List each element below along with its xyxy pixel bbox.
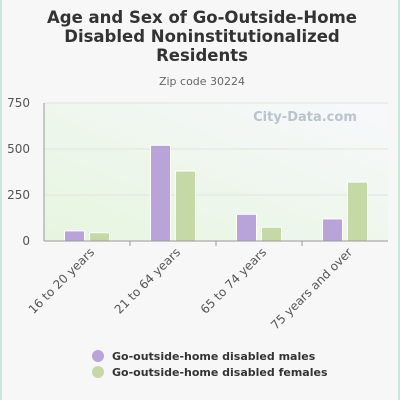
y-axis: 0 250 500 750 bbox=[7, 96, 45, 248]
bar bbox=[150, 144, 171, 242]
y-tick-label: 0 bbox=[22, 234, 30, 248]
legend-label: Go-outside-home disabled females bbox=[112, 365, 328, 379]
x-tick-label: 65 to 74 years bbox=[198, 245, 269, 316]
x-axis: 16 to 20 years 21 to 64 years 65 to 74 yea… bbox=[26, 240, 388, 332]
bar bbox=[236, 213, 257, 242]
watermark: City-Data.com bbox=[253, 110, 357, 125]
x-tick-label: 75 years and over bbox=[268, 245, 355, 332]
legend-label: Go-outside-home disabled males bbox=[112, 349, 316, 363]
bar bbox=[64, 230, 85, 242]
bar bbox=[261, 226, 282, 242]
legend: Go-outside-home disabled males Go-outsid… bbox=[92, 348, 328, 380]
legend-swatch bbox=[92, 366, 104, 378]
y-tick-label: 500 bbox=[7, 142, 30, 156]
plot-area bbox=[44, 103, 388, 241]
legend-swatch bbox=[92, 350, 104, 362]
bar bbox=[322, 218, 343, 242]
bars bbox=[64, 144, 368, 242]
chart-title-line: Residents bbox=[156, 46, 248, 65]
bar bbox=[175, 170, 196, 242]
chart-title-line: Disabled Noninstitutionalized bbox=[64, 27, 340, 46]
chart-title: Age and Sex of Go-Outside-Home Disabled … bbox=[2, 8, 400, 65]
y-tick-label: 250 bbox=[7, 188, 30, 202]
bar bbox=[347, 181, 368, 242]
chart-subtitle: Zip code 30224 bbox=[158, 75, 246, 88]
chart-title-line: Age and Sex of Go-Outside-Home bbox=[47, 8, 357, 27]
y-tick-label: 750 bbox=[7, 96, 30, 110]
grid-lines bbox=[44, 102, 388, 196]
legend-item-males: Go-outside-home disabled males bbox=[92, 348, 328, 364]
x-tick-label: 16 to 20 years bbox=[26, 245, 97, 316]
legend-item-females: Go-outside-home disabled females bbox=[92, 364, 328, 380]
x-tick-label: 21 to 64 years bbox=[112, 245, 183, 316]
bar bbox=[89, 232, 110, 242]
